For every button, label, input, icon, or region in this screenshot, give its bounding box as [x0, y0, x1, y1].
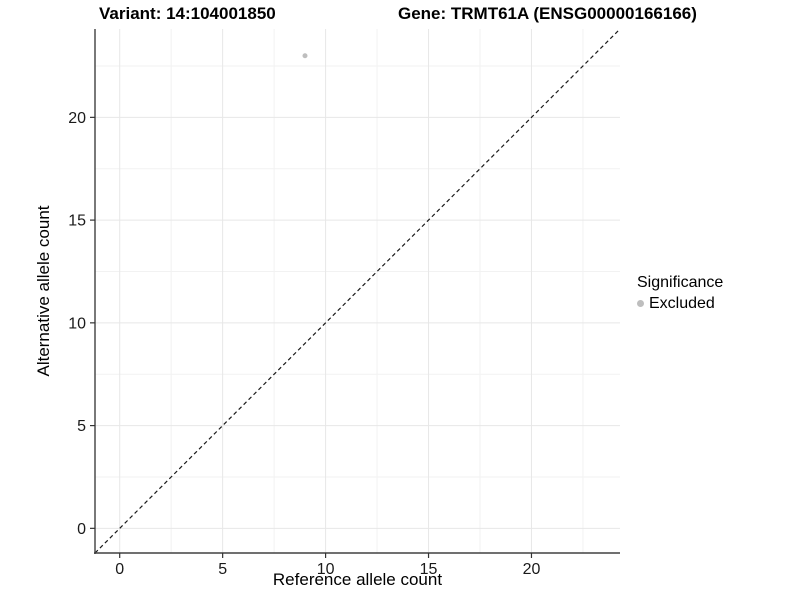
- y-tick-label: 5: [77, 418, 86, 435]
- identity-line: [94, 28, 621, 554]
- x-tick-label: 10: [317, 561, 335, 578]
- y-tick-label: 15: [68, 213, 86, 230]
- x-tick-label: 0: [115, 561, 124, 578]
- x-tick-label: 20: [523, 561, 541, 578]
- data-point: [302, 53, 308, 59]
- x-tick-label: 15: [420, 561, 438, 578]
- legend-title: Significance: [637, 274, 724, 291]
- y-tick-label: 20: [68, 110, 86, 127]
- y-tick-label: 0: [77, 521, 86, 538]
- plot-title-variant: Variant: 14:104001850: [99, 4, 276, 23]
- legend-entry-label: Excluded: [649, 295, 715, 312]
- x-tick-label: 5: [218, 561, 227, 578]
- x-axis-title: Reference allele count: [272, 570, 443, 589]
- y-axis-title: Alternative allele count: [34, 205, 53, 377]
- legend: Significance Excluded: [637, 273, 724, 312]
- legend-key-dot: [637, 300, 644, 307]
- plot-title-gene: Gene: TRMT61A (ENSG00000166166): [398, 4, 697, 23]
- y-tick-label: 10: [68, 315, 86, 332]
- legend-entry-excluded: Excluded: [637, 295, 723, 312]
